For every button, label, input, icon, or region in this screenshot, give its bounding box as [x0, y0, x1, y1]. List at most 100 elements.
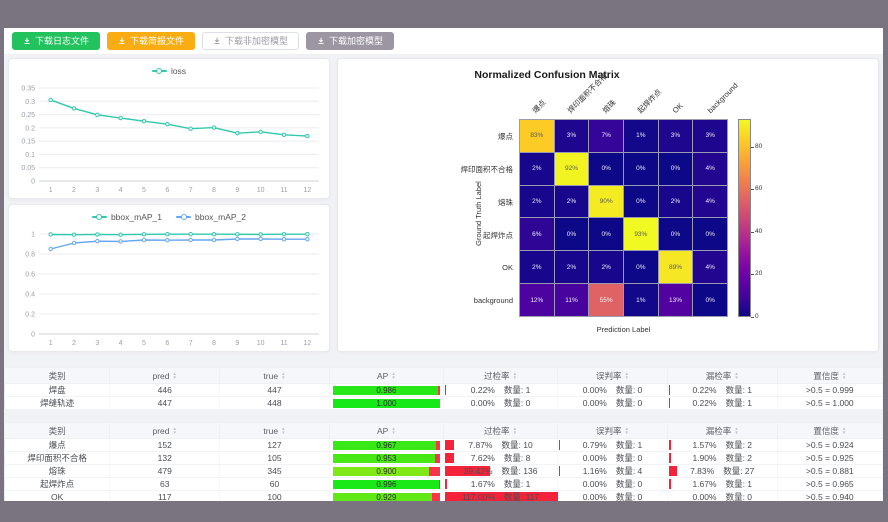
svg-text:10: 10: [257, 187, 265, 194]
cm-cell: 2%: [520, 152, 554, 185]
button-label: 下载日志文件: [35, 36, 90, 46]
svg-text:3: 3: [95, 340, 99, 347]
column-label: 过检率: [484, 370, 510, 381]
svg-text:4: 4: [119, 187, 123, 194]
sort-icon[interactable]: ▲ ▼: [624, 426, 629, 435]
sort-icon[interactable]: ▲ ▼: [624, 371, 629, 380]
ap-bar: 0.967: [333, 440, 440, 450]
sort-icon[interactable]: ▲ ▼: [512, 426, 518, 435]
svg-text:6: 6: [165, 340, 169, 347]
button-label: 下载简报文件: [130, 36, 185, 46]
column-header-ap[interactable]: AP ▲ ▼: [328, 422, 444, 439]
rate-bar: [668, 453, 671, 463]
sort-icon[interactable]: ▲ ▼: [841, 426, 847, 435]
legend-item-loss[interactable]: loss: [151, 66, 187, 76]
column-header-name: 类别: [4, 422, 111, 439]
column-header-over[interactable]: 过检率 ▲ ▼: [442, 367, 559, 384]
column-header-pred[interactable]: pred ▲ ▼: [109, 422, 221, 439]
svg-text:11: 11: [280, 187, 287, 194]
cm-cell: 0%: [624, 251, 658, 284]
confidence-cell: >0.5 = 0.881: [777, 464, 883, 478]
category-cell: 焊印面积不合格: [4, 451, 111, 465]
cm-col-label: 起焊炸点: [635, 87, 664, 115]
svg-text:0: 0: [31, 332, 35, 339]
loss-chart-legend: loss: [9, 59, 329, 80]
sort-icon[interactable]: ▲ ▼: [734, 371, 739, 380]
column-header-true[interactable]: true ▲ ▼: [219, 367, 330, 384]
rate-bar: [444, 453, 454, 463]
svg-text:8: 8: [212, 340, 216, 347]
sort-icon[interactable]: ▲ ▼: [281, 426, 286, 435]
download-log-button[interactable]: 下载日志文件: [12, 32, 101, 50]
column-header-true[interactable]: true ▲ ▼: [219, 422, 330, 439]
cm-cell: 0%: [658, 218, 693, 251]
ap-cell: 1.000: [329, 396, 444, 410]
map-chart-card: bbox_mAP_1 bbox_mAP_2 0 0.2 0.4 0.6 0.8 1 1 2 3 4 5…: [8, 204, 330, 352]
confusion-matrix-title: Normalized Confusion Matrix: [474, 69, 620, 81]
button-label: 下载非加密模型: [225, 36, 289, 46]
column-label: 置信度: [813, 370, 839, 381]
sort-icon[interactable]: ▲ ▼: [841, 371, 847, 380]
miss-detect-cell: 1.67% 数量: 1: [667, 477, 778, 491]
cm-col-label: background: [705, 80, 740, 115]
button-label: 下载加密模型: [329, 36, 384, 46]
sort-icon[interactable]: ▲ ▼: [172, 371, 177, 380]
table-row: 焊盘 446 447 0.986 0.22% 数量: 1 0.00% 数量: 0 0.22% 数量…: [4, 383, 883, 397]
svg-text:2: 2: [72, 187, 76, 194]
legend-item-bbox_mAP_1[interactable]: bbox_mAP_1: [91, 212, 162, 222]
confidence-cell: >0.5 = 1.000: [777, 396, 883, 410]
sort-icon[interactable]: ▲ ▼: [391, 371, 396, 380]
ap-cell: 0.953: [329, 451, 444, 465]
cm-cell: 4%: [693, 251, 727, 284]
cm-cell: 0%: [554, 218, 589, 251]
sort-icon[interactable]: ▲ ▼: [172, 426, 177, 435]
colorbar-tick: 0: [751, 313, 759, 320]
legend-marker-icon: [151, 68, 167, 74]
confidence-cell: >0.5 = 0.925: [777, 451, 883, 465]
column-header-pred[interactable]: pred ▲ ▼: [109, 367, 221, 384]
cm-cell: 0%: [624, 152, 658, 185]
column-header-miss[interactable]: 漏检率 ▲ ▼: [666, 422, 778, 439]
cm-row-label: 爆点: [498, 132, 513, 141]
column-header-conf[interactable]: 置信度 ▲ ▼: [776, 367, 883, 384]
download-icon: [318, 37, 324, 45]
legend-item-bbox_mAP_2[interactable]: bbox_mAP_2: [176, 212, 246, 222]
confusion-matrix-card: Normalized Confusion Matrix Ground Truth…: [337, 58, 879, 352]
column-header-ap[interactable]: AP ▲ ▼: [328, 367, 444, 384]
cm-cell: 0%: [624, 185, 658, 218]
true-cell: 345: [219, 464, 330, 478]
pred-cell: 447: [109, 396, 221, 410]
column-header-conf[interactable]: 置信度 ▲ ▼: [776, 422, 883, 439]
ap-cell: 0.967: [329, 438, 444, 452]
column-header-mis[interactable]: 误判率 ▲ ▼: [557, 367, 668, 384]
cm-cell: 92%: [554, 152, 589, 185]
sort-icon[interactable]: ▲ ▼: [734, 426, 739, 435]
colorbar-tick: 20: [751, 270, 762, 277]
cm-cell: 0%: [693, 284, 727, 316]
summary-metrics-table: 类别 pred ▲ ▼ true ▲ ▼ AP ▲ ▼ 过检率 ▲ ▼ 误判率 ▲ ▼ 漏检率 ▲ ▼ 置信度 ▲ ▼ 焊盘…: [4, 367, 883, 410]
sort-icon[interactable]: ▲ ▼: [512, 371, 518, 380]
sort-icon[interactable]: ▲ ▼: [281, 371, 286, 380]
category-cell: 焊缝轨迹: [4, 396, 111, 410]
column-header-miss[interactable]: 漏检率 ▲ ▼: [666, 367, 778, 384]
svg-text:10: 10: [257, 340, 265, 347]
svg-text:4: 4: [119, 340, 123, 347]
column-label: AP: [377, 425, 389, 436]
misjudge-cell: 0.00% 数量: 0: [557, 477, 668, 491]
download-encrypted-model-button[interactable]: 下载加密模型: [306, 32, 395, 50]
cm-col-label: OK: [670, 100, 685, 115]
legend-marker-icon: [91, 214, 107, 220]
misjudge-cell: 0.00% 数量: 0: [557, 383, 668, 397]
column-header-mis[interactable]: 误判率 ▲ ▼: [557, 422, 668, 439]
download-report-button[interactable]: 下载简报文件: [107, 32, 196, 50]
column-label: 漏检率: [705, 425, 732, 436]
miss-detect-cell: 1.57% 数量: 2: [667, 438, 778, 452]
colorbar-tick: 60: [751, 185, 762, 192]
sort-icon[interactable]: ▲ ▼: [391, 426, 396, 435]
cm-cell: 0%: [589, 218, 623, 251]
ap-cell: 0.986: [329, 383, 444, 397]
column-header-over[interactable]: 过检率 ▲ ▼: [442, 422, 559, 439]
legend-label: loss: [170, 66, 187, 76]
download-unencrypted-model-button[interactable]: 下载非加密模型: [202, 32, 300, 50]
svg-text:0: 0: [31, 179, 35, 186]
